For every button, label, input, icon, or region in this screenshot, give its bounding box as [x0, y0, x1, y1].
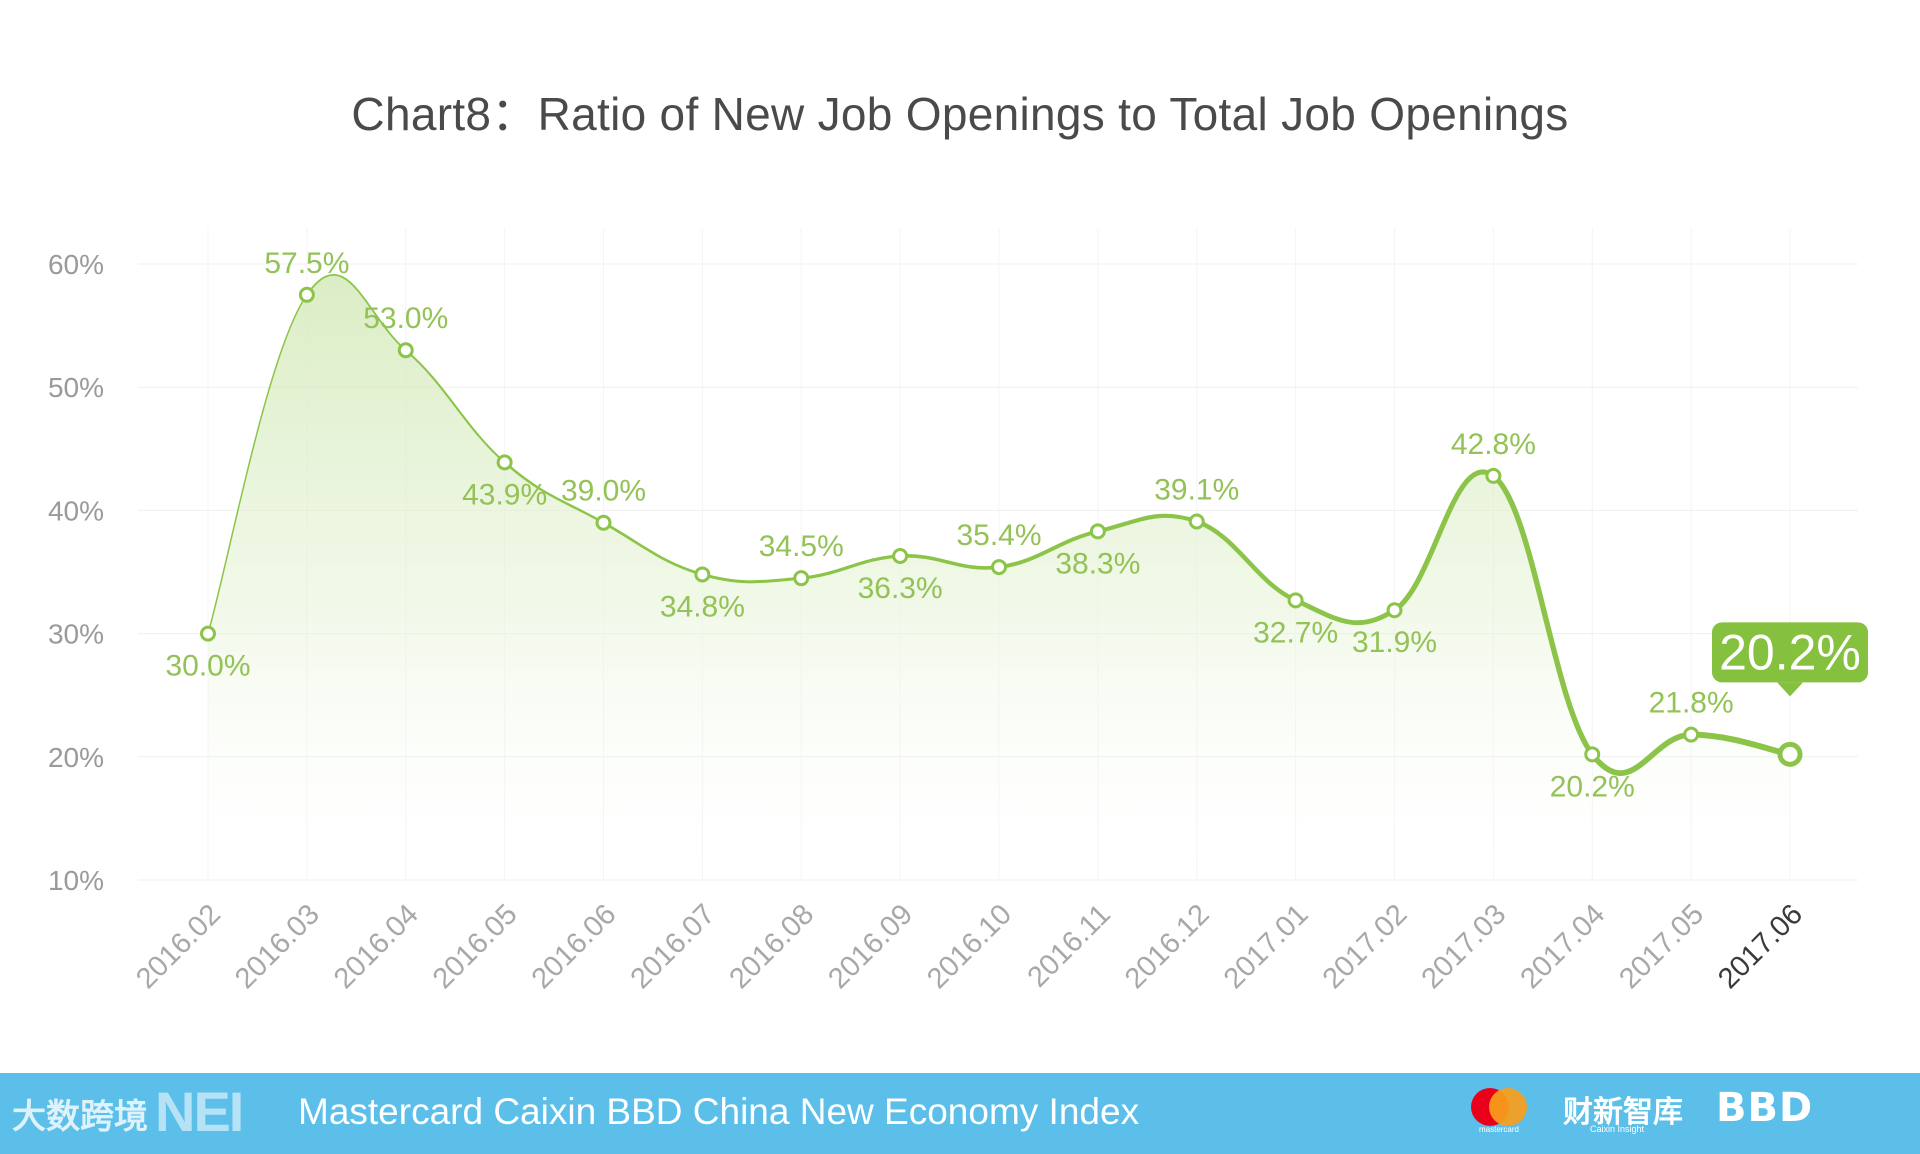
data-label: 38.3%: [1055, 547, 1140, 580]
nei-logo: NEI: [155, 1080, 244, 1143]
x-tick-label: 2016.10: [921, 898, 1018, 995]
callout-pointer: [1777, 682, 1803, 697]
chart-area: 10% 20% 30% 40% 50% 60% 2016.02 2016.03 2016.04…: [48, 228, 1868, 995]
x-tick-label: 2016.11: [1022, 898, 1117, 993]
footer-index-name: Mastercard Caixin BBD China New Economy …: [298, 1091, 1140, 1132]
data-point: [200, 625, 216, 642]
line-segment: [799, 554, 902, 580]
footer-band: 大数跨境 NEI Mastercard Caixin BBD China New…: [0, 1073, 1920, 1154]
data-label: 42.8%: [1451, 428, 1536, 461]
line-segment: [1589, 731, 1694, 776]
data-point: [1089, 523, 1106, 540]
y-tick-label: 60%: [48, 249, 104, 280]
callout-label: 20.2%: [1719, 624, 1861, 680]
data-label: 39.0%: [561, 475, 646, 508]
data-label: 31.9%: [1352, 626, 1437, 659]
data-label: 57.5%: [264, 247, 349, 280]
x-tick-label: 2017.02: [1317, 898, 1414, 995]
x-axis: 2016.02 2016.03 2016.04 2016.05 2016.06 2016.…: [130, 898, 1809, 995]
data-point: [1683, 726, 1700, 743]
data-label: 39.1%: [1154, 473, 1239, 506]
caixin-insight-subtitle: Caixin Insight: [1590, 1124, 1645, 1134]
data-label: 43.9%: [462, 478, 547, 511]
data-point: [1485, 467, 1502, 484]
data-point: [496, 454, 513, 471]
x-tick-label: 2016.03: [229, 898, 326, 995]
mastercard-logo: [1471, 1088, 1527, 1126]
x-tick-label: 2017.03: [1416, 898, 1513, 995]
y-tick-label: 10%: [48, 865, 104, 896]
data-point: [694, 566, 711, 583]
x-tick-label: 2017.01: [1218, 898, 1315, 995]
y-tick-label: 30%: [48, 619, 104, 650]
line-segment: [1293, 597, 1397, 626]
data-label: 30.0%: [165, 650, 250, 683]
data-label: 34.5%: [759, 530, 844, 563]
line-segment: [404, 349, 506, 464]
data-point: [1188, 513, 1205, 530]
watermark-logo: 大数跨境: [12, 1098, 148, 1136]
data-point: [1584, 746, 1601, 763]
x-tick-label: 2016.05: [427, 898, 524, 995]
y-tick-label: 20%: [48, 742, 104, 773]
line-segment: [1095, 513, 1199, 534]
data-point: [892, 547, 909, 564]
data-point: [991, 559, 1007, 576]
data-point: [793, 570, 810, 587]
line-segment: [207, 294, 308, 635]
caixin-insight-logo: 财新智库: [1563, 1096, 1683, 1129]
line-segment: [700, 572, 803, 584]
data-label: 53.0%: [363, 302, 448, 335]
bbd-logo: BBD: [1716, 1085, 1814, 1131]
x-tick-label: 2017.04: [1514, 898, 1611, 995]
chart-title: Chart8：Ratio of New Job Openings to Tota…: [351, 88, 1569, 140]
line-segment: [1194, 519, 1298, 603]
x-tick-label: 2016.12: [1119, 898, 1216, 995]
callout-box: [1712, 622, 1868, 683]
data-label: 35.4%: [956, 519, 1041, 552]
data-label: 20.2%: [1550, 770, 1635, 803]
line-segment: [1490, 473, 1595, 758]
line-segment: [503, 461, 605, 524]
x-tick-label: 2017.05: [1613, 898, 1710, 995]
line-segment: [602, 521, 704, 576]
x-tick-label: 2016.07: [625, 898, 722, 995]
x-tick-label: 2016.09: [822, 898, 919, 995]
line-series: [207, 274, 1793, 776]
x-tick-label: 2016.04: [328, 898, 425, 995]
data-point: [298, 286, 315, 303]
area-fill: [208, 274, 1790, 880]
data-points: [200, 286, 1803, 767]
line-segment: [898, 554, 1001, 570]
data-label: 21.8%: [1649, 687, 1734, 720]
mastercard-wordmark: mastercard: [1478, 1125, 1519, 1134]
data-point: [595, 514, 612, 531]
data-point: [397, 342, 414, 359]
data-point: [1386, 602, 1403, 619]
data-label: 32.7%: [1253, 616, 1338, 649]
line-segment: [1391, 469, 1496, 613]
y-tick-label: 50%: [48, 372, 104, 403]
line-segment: [997, 529, 1100, 570]
x-tick-label: 2016.02: [130, 898, 227, 995]
x-tick-label: 2016.08: [723, 898, 820, 995]
line-segment: [305, 274, 407, 352]
data-label: 34.8%: [660, 590, 745, 623]
data-label: 36.3%: [858, 572, 943, 605]
y-axis: 10% 20% 30% 40% 50% 60%: [48, 249, 104, 896]
data-labels: 30.0% 57.5% 53.0% 43.9% 39.0% 34.8% 34.5% 36.3%…: [165, 247, 1733, 804]
x-tick-label: 2017.06: [1712, 898, 1809, 995]
data-point: [1777, 741, 1803, 767]
y-tick-label: 40%: [48, 495, 104, 526]
highlight-callout: 20.2%: [1712, 622, 1868, 697]
x-tick-label: 2016.06: [526, 898, 623, 995]
data-point: [1287, 592, 1304, 609]
